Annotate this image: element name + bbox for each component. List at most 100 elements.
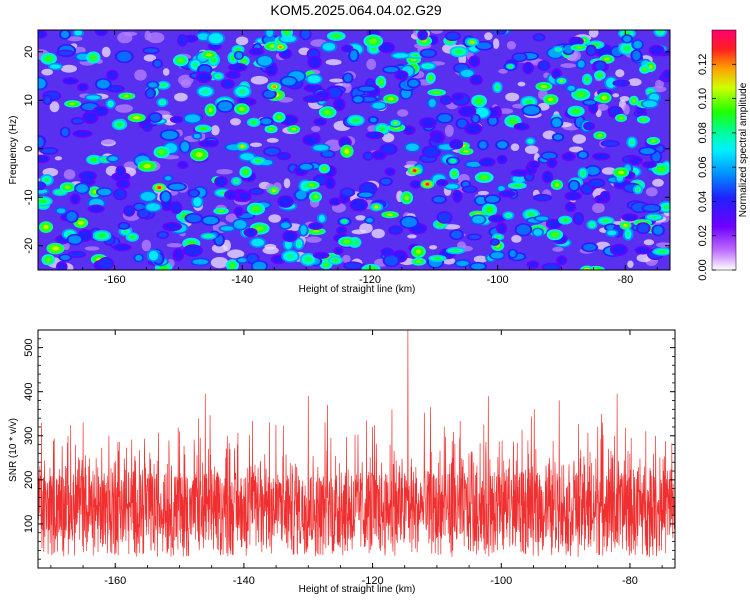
heatmap-blob-core (509, 118, 517, 124)
heatmap-blob (281, 222, 290, 229)
heatmap-blob (266, 30, 274, 37)
heatmap-blob (642, 100, 657, 108)
heatmap-low-patch (656, 242, 670, 248)
heatmap-blob-core (268, 127, 274, 131)
heatmap-low-patch (492, 38, 500, 50)
heatmap-blob (457, 119, 468, 128)
heatmap-blob (515, 124, 528, 130)
heatmap-y-tick-label: 0 (23, 146, 35, 152)
heatmap-blob (392, 53, 409, 58)
heatmap-low-patch (612, 93, 620, 98)
heatmap-blob (263, 90, 275, 98)
heatmap-blob (82, 103, 98, 111)
heatmap-blob (192, 259, 209, 265)
heatmap-blob (300, 163, 313, 170)
heatmap-blob-core (455, 49, 463, 54)
heatmap-blob-core (200, 127, 207, 131)
heatmap-blob (172, 202, 181, 213)
heatmap-blob (108, 156, 118, 162)
heatmap-blob-core (312, 230, 321, 233)
heatmap-blob-core (657, 166, 665, 172)
heatmap-blob-core (92, 189, 97, 194)
heatmap-low-patch (615, 69, 625, 78)
heatmap-blob-core (64, 185, 71, 189)
heatmap-low-patch (162, 68, 170, 76)
heatmap-blob-core (562, 218, 568, 222)
heatmap-hotspot (451, 159, 455, 163)
heatmap-blob-core (109, 102, 113, 106)
heatmap-blob (64, 78, 77, 84)
heatmap-blob (498, 186, 505, 192)
heatmap-blob-core (332, 258, 338, 262)
heatmap-blob-core (617, 170, 625, 175)
heatmap-blob (60, 255, 70, 260)
heatmap-blob-core (304, 257, 312, 262)
heatmap-blob (313, 144, 329, 151)
heatmap-blob-core (429, 75, 433, 81)
heatmap-blob-core (255, 159, 261, 163)
heatmap-blob (451, 230, 462, 239)
heatmap-blob (469, 235, 480, 239)
heatmap-low-patch (227, 249, 245, 259)
heatmap-background (38, 30, 670, 270)
heatmap-blob-core (52, 246, 59, 251)
heatmap-low-patch (101, 46, 111, 58)
heatmap-blob-core (208, 107, 213, 113)
heatmap-blob (318, 214, 325, 223)
snr-x-tick-label: -140 (233, 575, 255, 587)
heatmap-blob-core (158, 150, 165, 155)
heatmap-blob-core (540, 84, 548, 88)
heatmap-blob-core (195, 152, 203, 158)
heatmap-blob-core (44, 177, 50, 183)
heatmap-blob-core (462, 150, 469, 153)
heatmap-blob (582, 184, 592, 194)
heatmap-low-patch (477, 190, 489, 196)
heatmap-blob (367, 132, 382, 138)
heatmap-blob-core (297, 241, 301, 247)
heatmap-blob (491, 239, 498, 245)
heatmap-blob (384, 255, 398, 266)
heatmap-blob-core (650, 139, 656, 143)
heatmap-blob (119, 223, 129, 229)
heatmap-blob-core (130, 235, 135, 239)
heatmap-low-patch (250, 75, 269, 85)
heatmap-low-patch (54, 156, 63, 161)
heatmap-blob-core (241, 59, 246, 63)
heatmap-blob (114, 244, 130, 250)
heatmap-blob-core (219, 191, 226, 195)
heatmap-blob (513, 53, 526, 61)
heatmap-blob-core (581, 171, 585, 176)
colorbar-tick-label: 0.06 (697, 156, 709, 177)
heatmap-blob (189, 190, 198, 197)
heatmap-blob-core (623, 45, 631, 52)
heatmap-blob (251, 238, 265, 247)
heatmap-blob (586, 166, 600, 175)
heatmap-blob (428, 98, 436, 108)
heatmap-blob (68, 235, 82, 244)
heatmap-blob (516, 224, 531, 235)
heatmap-blob-core (513, 184, 522, 187)
heatmap-blob (552, 118, 562, 127)
heatmap-blob-core (641, 118, 646, 121)
heatmap-blob (237, 258, 247, 263)
heatmap-low-patch (325, 59, 342, 66)
heatmap-blob (267, 64, 276, 75)
heatmap-low-patch (643, 239, 655, 246)
heatmap-low-patch (588, 30, 599, 38)
heatmap-blob (623, 214, 637, 220)
heatmap-low-patch (174, 92, 188, 102)
heatmap-blob (148, 250, 159, 261)
heatmap-low-patch (407, 234, 417, 239)
heatmap-blob (328, 87, 341, 98)
heatmap-blob (322, 151, 334, 157)
heatmap-blob (69, 252, 85, 257)
heatmap-blob (423, 146, 439, 157)
heatmap-blob-core (630, 140, 634, 145)
heatmap-blob (359, 86, 375, 92)
heatmap-blob (446, 32, 459, 40)
heatmap-blob-core (663, 204, 670, 210)
snr-y-tick-label: 400 (23, 383, 35, 401)
heatmap-blob-core (69, 102, 76, 105)
heatmap-blob (197, 72, 210, 82)
